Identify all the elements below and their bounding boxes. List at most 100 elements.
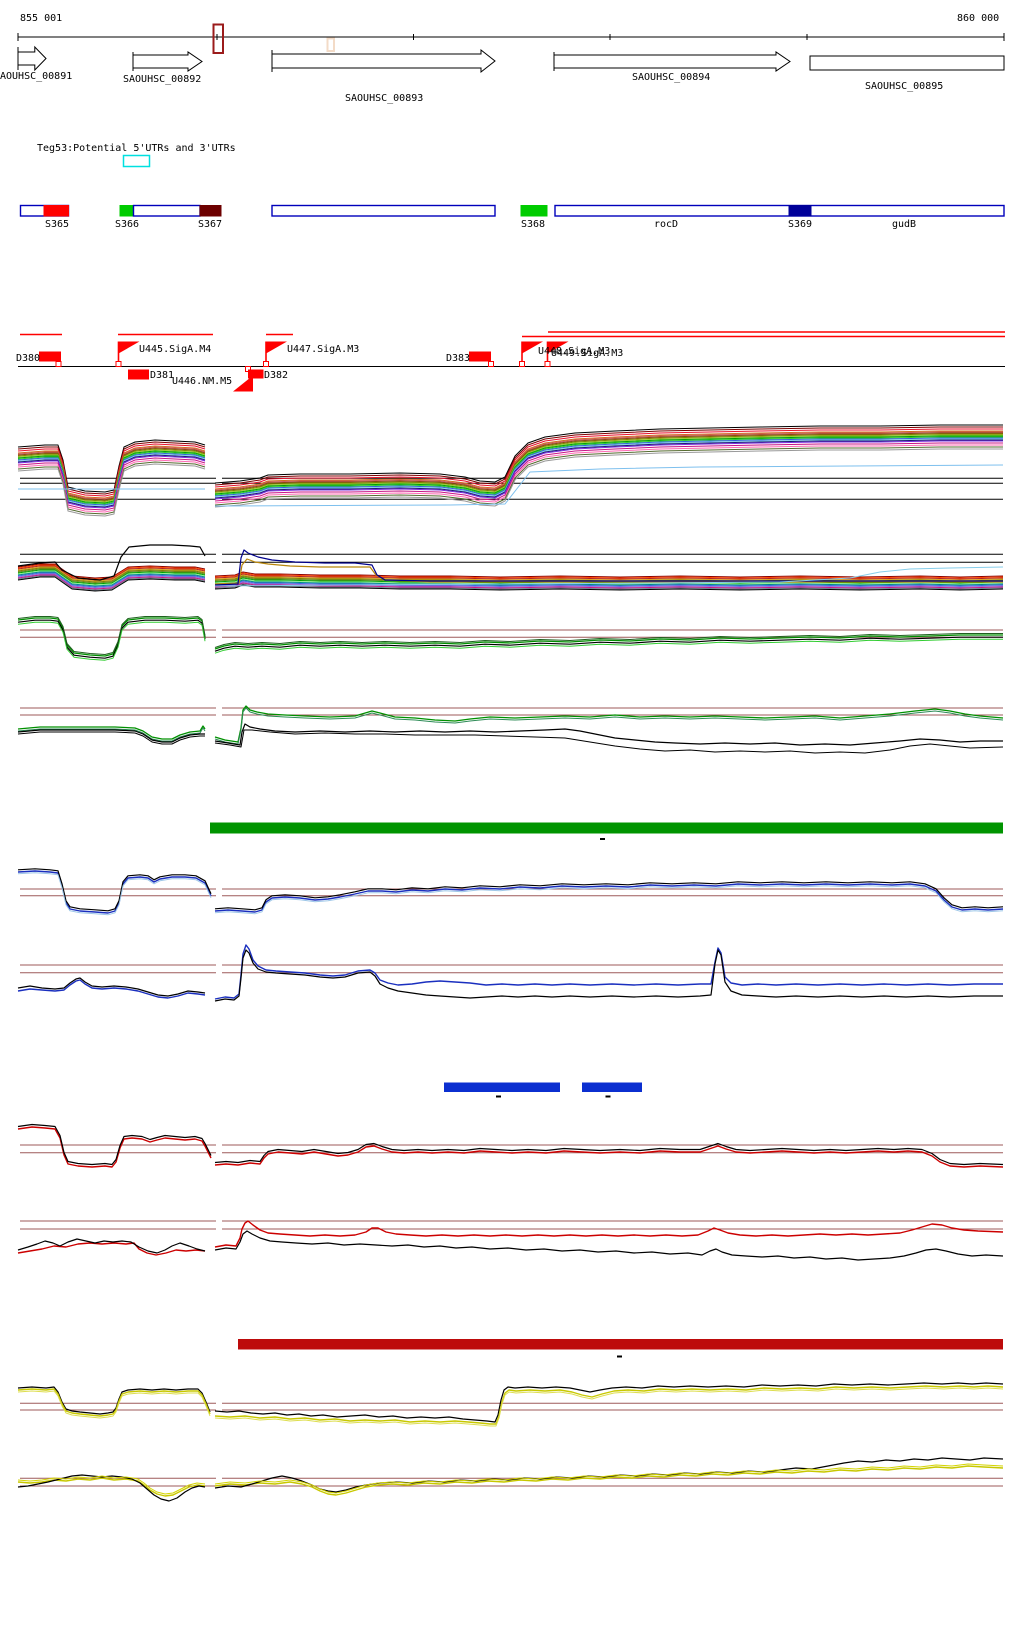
bar-minus-mark	[605, 1095, 611, 1098]
series-line	[214, 566, 1004, 587]
tss-flag-U445.SigA.M4[interactable]	[118, 341, 140, 354]
segment-label: S368	[521, 219, 546, 230]
series-line	[17, 617, 206, 657]
bundle-series	[214, 448, 1003, 508]
bundle-series	[214, 580, 1004, 587]
tss-label: U446.NM.M5	[172, 376, 233, 387]
gene-arrow-SAOUHSC_00892[interactable]	[132, 51, 203, 72]
segment-S369[interactable]	[788, 205, 812, 217]
bundle-series	[17, 575, 206, 591]
bundle-series	[214, 581, 1004, 588]
terminator-box-D383[interactable]	[469, 351, 491, 362]
segment-label: rocD	[654, 219, 679, 230]
bundle-series	[17, 572, 206, 588]
gene-label: AOUHSC_00891	[0, 70, 73, 82]
series-line	[17, 1390, 211, 1419]
series-line	[214, 881, 1004, 911]
bundle-series	[17, 574, 206, 590]
tss-flag-down-U446.NM.M5[interactable]	[233, 375, 253, 392]
gene-label: SAOUHSC_00894	[632, 71, 711, 83]
utr-box-00893[interactable]	[271, 204, 496, 217]
series-line	[214, 549, 1003, 586]
teg-bar-blue-2[interactable]	[582, 1082, 642, 1093]
bar-minus-mark	[600, 838, 605, 840]
gene-box-SAOUHSC_00895[interactable]	[809, 55, 1005, 71]
series-line	[214, 1230, 1004, 1261]
teg-bar-darkred[interactable]	[238, 1339, 1003, 1350]
tss-anchor-square	[55, 361, 62, 367]
bundle-series	[214, 574, 1004, 581]
bundle-series	[214, 579, 1004, 586]
segment-S368[interactable]	[520, 205, 548, 217]
terminator-label: D383	[446, 353, 471, 364]
series-line	[214, 1465, 1004, 1496]
tss-anchor-square	[488, 361, 494, 367]
series-line	[214, 633, 1003, 648]
gene-arrow-SAOUHSC_00893[interactable]	[271, 48, 496, 74]
bundle-series	[17, 571, 206, 587]
bundle-series	[17, 565, 206, 581]
utr-box-S366[interactable]	[132, 204, 201, 217]
series-line	[17, 870, 212, 914]
gene-label: SAOUHSC_00893	[345, 92, 424, 104]
selection-box[interactable]	[212, 23, 224, 54]
bundle-series	[214, 577, 1004, 584]
bundle-series	[214, 572, 1004, 579]
series-line	[17, 868, 212, 912]
series-line	[17, 1123, 212, 1166]
series-line	[17, 977, 206, 997]
series-line	[17, 725, 206, 740]
series-line	[214, 1220, 1004, 1248]
series-line	[17, 544, 206, 581]
bundle-series	[214, 440, 1003, 500]
tss-flag-U448.SigA.M3[interactable]	[522, 341, 543, 354]
gene-label: SAOUHSC_00892	[123, 74, 202, 85]
faint-marker-box[interactable]	[326, 37, 335, 52]
series-line	[214, 638, 1003, 654]
bundle-series	[214, 428, 1003, 488]
series-line	[214, 1142, 1004, 1166]
series-line	[214, 723, 1003, 746]
series-line	[214, 705, 1004, 743]
series-line	[17, 1388, 211, 1417]
bundle-series	[214, 442, 1003, 502]
series-line	[214, 944, 1003, 1000]
tss-flag-U449.SigA.M3[interactable]	[547, 341, 569, 354]
series-line	[17, 619, 206, 659]
series-line	[214, 1387, 1004, 1427]
series-line	[214, 883, 1004, 913]
series-line	[17, 727, 206, 742]
terminator-box-D380[interactable]	[39, 351, 61, 362]
segment-label: S365	[45, 219, 70, 230]
bundle-series	[17, 568, 206, 584]
tss-label: U448.SigA.M3	[538, 346, 611, 357]
bundle-series	[17, 463, 206, 517]
segment-S366[interactable]	[119, 205, 134, 217]
segment-label: S369	[788, 219, 813, 230]
series-line	[17, 729, 205, 743]
segment-S367[interactable]	[199, 205, 222, 217]
terminator-label: D382	[264, 370, 289, 381]
bundle-series	[17, 566, 206, 582]
tss-anchor-square	[544, 361, 551, 367]
utr-box-rocD-gudB[interactable]	[554, 204, 1005, 217]
segment-label: S367	[198, 219, 223, 230]
segment-label: S366	[115, 219, 140, 230]
utr-note-box	[122, 154, 151, 168]
segment-S365[interactable]	[43, 205, 69, 217]
bundle-series	[214, 582, 1004, 589]
teg-bar-green[interactable]	[210, 822, 1003, 834]
series-line	[214, 1145, 1004, 1168]
tss-flag-U447.SigA.M3[interactable]	[266, 341, 287, 354]
gene-arrow-SAOUHSC_00894[interactable]	[553, 51, 791, 72]
series-line	[17, 1475, 206, 1495]
series-line	[214, 707, 1004, 745]
series-line	[214, 1457, 1004, 1493]
tss-label: U447.SigA.M3	[287, 344, 360, 355]
gene-arrow-AOUHSC_00891[interactable]	[17, 45, 47, 72]
tss-anchor-square	[115, 361, 122, 367]
terminator-box-D382[interactable]	[248, 369, 264, 379]
teg-bar-blue-1[interactable]	[444, 1082, 560, 1093]
terminator-box-D381[interactable]	[128, 369, 149, 380]
bundle-series	[17, 564, 206, 580]
